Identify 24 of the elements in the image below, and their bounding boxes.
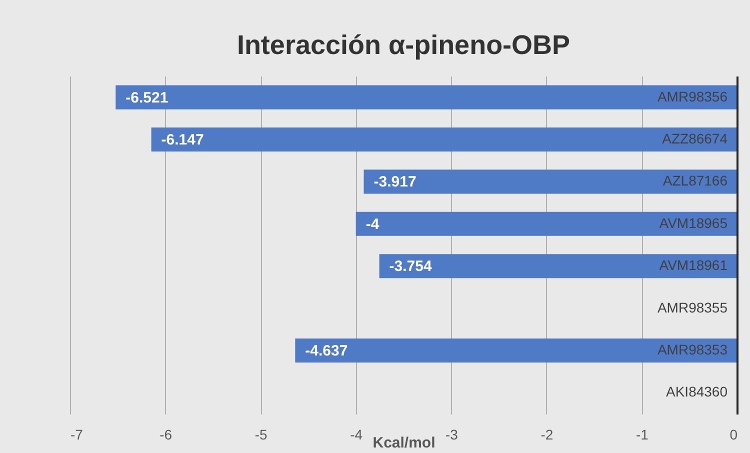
x-tick-label: -6	[160, 426, 172, 442]
data-label: -6.521	[126, 89, 168, 106]
y-tick-label: AMR98353	[657, 341, 728, 358]
data-label: -4	[366, 216, 380, 233]
chart-title: Interacción α-pineno-OBP	[236, 30, 570, 60]
data-label: -6.147	[161, 132, 204, 149]
x-tick-label: -7	[70, 426, 84, 442]
x-tick-label: -4	[350, 426, 363, 442]
x-tick-label: -5	[254, 426, 268, 442]
data-label: -3.754	[389, 258, 432, 276]
x-tick-label: 0	[730, 426, 738, 442]
y-tick-label: AZZ86674	[662, 130, 728, 147]
data-label: -3.917	[374, 174, 416, 191]
data-label: -4.637	[305, 342, 348, 360]
x-tick-label: -1	[636, 426, 649, 442]
y-tick-label: AMR98356	[657, 88, 728, 104]
x-tick-label: -3	[445, 426, 458, 442]
y-tick-label: AZL87166	[662, 172, 728, 189]
x-axis-title: Kcal/mol	[372, 434, 436, 452]
y-tick-label: AVM18965	[659, 214, 728, 231]
x-tick-label: -2	[540, 426, 554, 442]
y-tick-label: AVM18961	[659, 257, 728, 274]
y-tick-label: AKI84360	[666, 384, 728, 400]
y-tick-label: AMR98355	[657, 299, 728, 316]
